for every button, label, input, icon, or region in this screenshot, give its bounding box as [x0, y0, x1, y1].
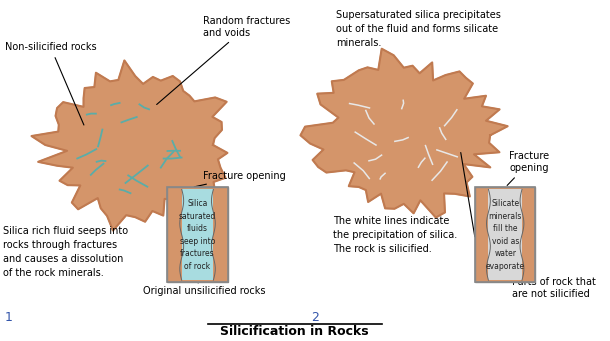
Text: Random fractures
and voids: Random fractures and voids	[157, 16, 290, 104]
Bar	[475, 188, 535, 282]
Bar	[167, 188, 228, 282]
Text: Original unsilicified rocks: Original unsilicified rocks	[143, 282, 265, 296]
Text: The white lines indicate
the precipitation of silica.
The rock is silicified.: The white lines indicate the precipitati…	[333, 217, 458, 254]
Text: Silica
saturated
fluids
seep into
fractures
of rock: Silica saturated fluids seep into fractu…	[179, 199, 216, 270]
Bar	[182, 189, 214, 280]
Text: Silicate
minerals
fill the
void as
water
evaporate: Silicate minerals fill the void as water…	[486, 199, 525, 270]
Text: Supersaturated silica precipitates
out of the fluid and forms silicate
minerals.: Supersaturated silica precipitates out o…	[336, 10, 501, 48]
Bar	[489, 189, 522, 280]
Polygon shape	[301, 49, 508, 218]
Text: Non-silicified rocks: Non-silicified rocks	[5, 42, 96, 125]
Text: 2: 2	[311, 311, 319, 324]
Bar	[475, 188, 535, 282]
Text: Silicification in Rocks: Silicification in Rocks	[220, 325, 369, 338]
Text: Fracture opening: Fracture opening	[194, 171, 285, 187]
Bar	[167, 188, 228, 282]
Text: Fracture
opening: Fracture opening	[507, 151, 550, 186]
Text: 1: 1	[5, 311, 13, 324]
Text: Parts of rock that
are not silicified: Parts of rock that are not silicified	[505, 277, 596, 299]
Text: Silica rich fluid seeps into
rocks through fractures
and causes a dissolution
of: Silica rich fluid seeps into rocks throu…	[3, 226, 128, 278]
Polygon shape	[32, 60, 228, 231]
